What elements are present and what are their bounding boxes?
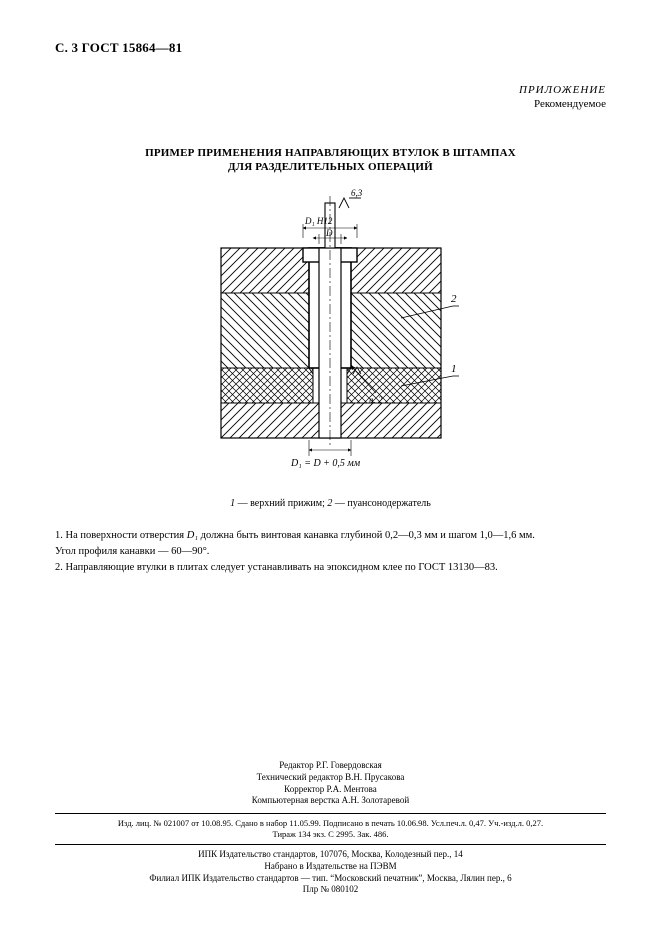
imprint-layout: Компьютерная верстка А.Н. Золотаревой [55,795,606,807]
caption-1-text: — верхний прижим; [235,498,327,509]
note-1c: Угол профиля канавки — 60—90°. [55,545,606,559]
appendix-block: ПРИЛОЖЕНИЕ Рекомендуемое [55,84,606,112]
note-1a: 1. На поверхности отверстия [55,530,187,541]
dim-bottom: D₁ = D + 0,5 мм [290,458,361,469]
figure-caption: 1 — верхний прижим; 2 — пуансонодержател… [55,498,606,509]
appendix-label: ПРИЛОЖЕНИЕ [519,84,606,96]
imprint-corrector: Корректор Р.А. Ментова [55,784,606,796]
callout-2: 2 [451,293,457,305]
imprint-addr-4: Плр № 080102 [55,884,606,896]
dim-d: D [325,228,333,238]
note-1b: должна быть винтовая канавка глубиной 0,… [198,530,535,541]
chamfer-note: n. 2 [369,395,383,405]
page-header: С. 3 ГОСТ 15864—81 [55,40,606,56]
imprint-editor: Редактор Р.Г. Говердовская [55,760,606,772]
page: С. 3 ГОСТ 15864—81 ПРИЛОЖЕНИЕ Рекомендуе… [0,0,661,936]
section-title: ПРИМЕР ПРИМЕНЕНИЯ НАПРАВЛЯЮЩИХ ВТУЛОК В … [55,146,606,175]
imprint-pubrow-1: Изд. лиц. № 021007 от 10.08.95. Сдано в … [55,818,606,829]
callout-1: 1 [451,363,457,375]
caption-2-text: — пуансонодержатель [332,498,431,509]
appendix-recommended: Рекомендуемое [55,98,606,112]
imprint-pubrow-2: Тираж 134 экз. С 2995. Зак. 486. [55,829,606,840]
imprint-addr-1: ИПК Издательство стандартов, 107076, Мос… [55,849,606,861]
note-2: 2. Направляющие втулки в плитах следует … [55,561,606,575]
note-1-sym: D₁ [187,530,198,541]
notes-block: 1. На поверхности отверстия D₁ должна бы… [55,529,606,576]
roughness-value: 6,3 [351,188,363,198]
title-line-1: ПРИМЕР ПРИМЕНЕНИЯ НАПРАВЛЯЮЩИХ ВТУЛОК В … [145,147,516,159]
figure-container: 6,3 D₁ H12 D D₁ = D + 0,5 мм 2 1 [55,188,606,488]
imprint-rule-1 [55,813,606,814]
imprint-addr-2: Набрано в Издательстве на ПЭВМ [55,861,606,873]
imprint-tech-editor: Технический редактор В.Н. Прусакова [55,772,606,784]
dim-d1-h12: D₁ H12 [304,216,333,226]
title-line-2: ДЛЯ РАЗДЕЛИТЕЛЬНЫХ ОПЕРАЦИЙ [228,161,433,173]
imprint-rule-2 [55,844,606,845]
imprint-addr-3: Филиал ИПК Издательство стандартов — тип… [55,873,606,885]
technical-drawing: 6,3 D₁ H12 D D₁ = D + 0,5 мм 2 1 [201,188,461,488]
imprint-block: Редактор Р.Г. Говердовская Технический р… [55,760,606,896]
